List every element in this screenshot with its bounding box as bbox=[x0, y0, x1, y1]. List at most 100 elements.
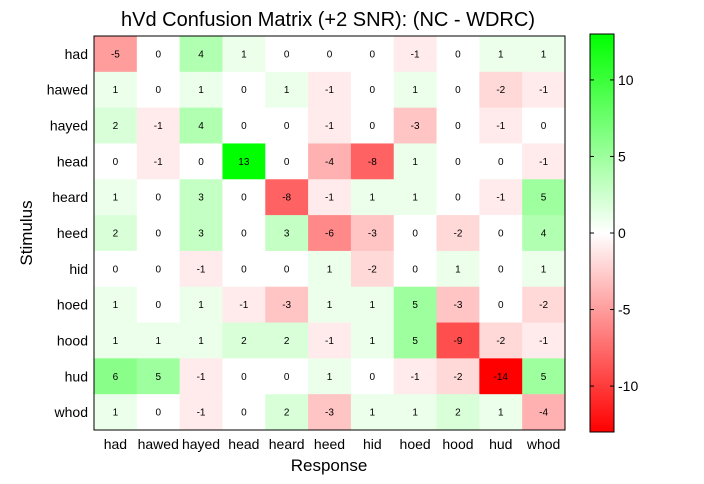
cell-value-label: -4 bbox=[325, 157, 334, 168]
cell-value-label: 5 bbox=[412, 300, 418, 311]
cell-value-label: 2 bbox=[455, 408, 461, 419]
heatmap-cell bbox=[479, 358, 523, 395]
heatmap-cell bbox=[393, 322, 438, 359]
heatmap-cell bbox=[265, 322, 309, 359]
heatmap-cell bbox=[136, 358, 181, 395]
heatmap-cell bbox=[393, 250, 438, 288]
heatmap-cell bbox=[136, 143, 181, 180]
y-tick-label: hud bbox=[65, 368, 88, 384]
cell-value-label: -1 bbox=[539, 336, 548, 347]
cell-value-label: 5 bbox=[412, 336, 418, 347]
cell-value-label: 1 bbox=[541, 264, 547, 275]
heatmap-cell bbox=[393, 215, 438, 252]
cell-value-label: -3 bbox=[368, 229, 377, 240]
cell-value-label: 4 bbox=[198, 49, 204, 60]
heatmap-cell bbox=[350, 143, 395, 180]
heatmap-cell bbox=[222, 250, 266, 288]
cell-value-label: 1 bbox=[412, 157, 418, 168]
heatmap-cell bbox=[136, 36, 181, 73]
x-tick-label: hid bbox=[363, 436, 382, 452]
heatmap-cell bbox=[479, 394, 523, 431]
y-tick-label: heed bbox=[57, 225, 88, 241]
heatmap-cell bbox=[179, 322, 223, 359]
heatmap-cell bbox=[222, 36, 266, 73]
cell-value-label: -5 bbox=[111, 49, 120, 60]
heatmap-cell bbox=[436, 394, 480, 431]
heatmap-cell bbox=[265, 71, 309, 109]
heatmap-cell bbox=[350, 358, 395, 395]
cell-value-label: 3 bbox=[198, 193, 204, 204]
cell-value-label: 0 bbox=[155, 85, 161, 96]
heatmap-cell bbox=[522, 36, 566, 73]
heatmap-cell bbox=[222, 322, 266, 359]
colorbar-tick-label: 10 bbox=[618, 72, 634, 88]
cell-value-label: 2 bbox=[284, 336, 290, 347]
heatmap-cell bbox=[265, 394, 309, 431]
cell-value-label: 1 bbox=[498, 49, 504, 60]
x-axis-label: Response bbox=[291, 456, 368, 475]
cell-value-label: -14 bbox=[494, 372, 509, 383]
heatmap-cell bbox=[136, 215, 181, 252]
cell-value-label: -6 bbox=[325, 229, 334, 240]
cell-value-label: 0 bbox=[155, 193, 161, 204]
cell-value-label: -3 bbox=[454, 300, 463, 311]
cell-value-label: 5 bbox=[541, 193, 547, 204]
heatmap-cell bbox=[265, 358, 309, 395]
heatmap-cell bbox=[179, 286, 223, 324]
heatmap-cell bbox=[265, 107, 309, 144]
heatmap-cell bbox=[94, 107, 138, 144]
cell-value-label: 4 bbox=[541, 229, 547, 240]
heatmap-cell bbox=[94, 179, 138, 216]
cell-value-label: 0 bbox=[241, 121, 247, 132]
cell-value-label: -1 bbox=[496, 121, 505, 132]
heatmap-cell bbox=[350, 215, 395, 252]
cell-value-label: -1 bbox=[539, 85, 548, 96]
heatmap-cell bbox=[393, 143, 438, 180]
cell-value-label: 0 bbox=[455, 157, 461, 168]
cell-value-label: 0 bbox=[284, 121, 290, 132]
heatmap-cell bbox=[436, 179, 480, 216]
cell-value-label: 0 bbox=[412, 229, 418, 240]
heatmap-cell bbox=[393, 358, 438, 395]
heatmap-cell bbox=[308, 71, 352, 109]
heatmap-cell bbox=[222, 179, 266, 216]
x-tick-labels: had hawed hayed head heard heed hid hoed hood hud… bbox=[104, 436, 561, 452]
heatmap-cell bbox=[479, 71, 523, 109]
heatmap-cell bbox=[222, 358, 266, 395]
cell-value-label: -1 bbox=[411, 372, 420, 383]
x-tick-label: hood bbox=[442, 436, 473, 452]
cell-value-label: 0 bbox=[412, 264, 418, 275]
heatmap-cell bbox=[479, 36, 523, 73]
cell-value-label: -1 bbox=[197, 372, 206, 383]
cell-value-label: 0 bbox=[455, 193, 461, 204]
cell-value-label: 1 bbox=[412, 85, 418, 96]
heatmap-cell bbox=[94, 322, 138, 359]
heatmap-cell bbox=[479, 107, 523, 144]
heatmap-cell bbox=[222, 143, 266, 180]
cell-value-label: 1 bbox=[113, 85, 119, 96]
heatmap-cell bbox=[436, 36, 480, 73]
heatmap-cell bbox=[522, 215, 566, 252]
cell-value-label: 0 bbox=[498, 300, 504, 311]
heatmap-cell bbox=[436, 250, 480, 288]
y-tick-label: had bbox=[65, 46, 88, 62]
cell-value-label: -1 bbox=[325, 85, 334, 96]
heatmap-cell bbox=[308, 250, 352, 288]
heatmap-cell bbox=[436, 322, 480, 359]
cell-value-label: 0 bbox=[284, 264, 290, 275]
cell-value-label: 0 bbox=[241, 372, 247, 383]
cell-value-label: -8 bbox=[368, 157, 377, 168]
heatmap-cell bbox=[522, 286, 566, 324]
y-tick-label: hood bbox=[57, 332, 88, 348]
cell-value-label: 1 bbox=[198, 336, 204, 347]
cell-value-label: 2 bbox=[284, 408, 290, 419]
heatmap-cell bbox=[136, 286, 181, 324]
heatmap-cell bbox=[136, 250, 181, 288]
cell-value-label: 1 bbox=[412, 408, 418, 419]
colorbar-ticks: 10 5 0 -5 -10 bbox=[590, 72, 638, 394]
cell-value-label: 0 bbox=[155, 49, 161, 60]
heatmap-cell bbox=[522, 179, 566, 216]
heatmap-cell bbox=[436, 286, 480, 324]
cell-value-label: 6 bbox=[113, 372, 119, 383]
